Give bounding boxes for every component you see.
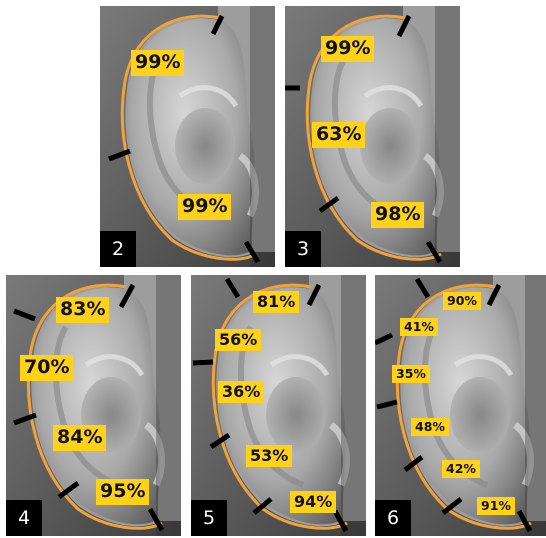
percentage-label: 91% bbox=[477, 497, 515, 516]
segment-cut-mark bbox=[403, 455, 424, 472]
segment-cut-mark bbox=[210, 14, 225, 36]
ear-photo bbox=[285, 6, 460, 267]
panel-number: 6 bbox=[375, 500, 411, 536]
percentage-label: 42% bbox=[442, 460, 480, 479]
segment-cut-mark bbox=[57, 480, 80, 500]
ear-outline bbox=[211, 283, 348, 530]
segment-cut-mark bbox=[306, 283, 322, 307]
percentage-label: 98% bbox=[371, 202, 425, 228]
panel-number: 4 bbox=[6, 500, 42, 536]
panel-number: 3 bbox=[285, 231, 321, 267]
percentage-label: 35% bbox=[392, 365, 430, 384]
percentage-label: 99% bbox=[131, 50, 185, 76]
segment-cut-mark bbox=[375, 332, 394, 346]
panel-number: 5 bbox=[191, 500, 227, 536]
ear-panel-4: 83% 70% 84% 95% 4 bbox=[6, 275, 181, 536]
segment-cut-mark bbox=[376, 399, 398, 410]
ear-panel-5: 81% 56% 36% 53% 94% 5 bbox=[191, 275, 366, 536]
segment-cut-mark bbox=[516, 509, 533, 533]
panel-number: 2 bbox=[100, 231, 136, 267]
percentage-label: 56% bbox=[215, 329, 262, 352]
percentage-label: 99% bbox=[178, 194, 232, 220]
segment-cut-mark bbox=[414, 277, 431, 299]
segment-cut-mark bbox=[118, 283, 136, 309]
percentage-label: 90% bbox=[443, 292, 481, 311]
segment-cut-mark bbox=[486, 283, 502, 307]
percentage-label: 99% bbox=[321, 36, 375, 62]
segment-cut-mark bbox=[396, 14, 412, 38]
percentage-label: 81% bbox=[253, 291, 300, 314]
segment-cut-mark bbox=[108, 148, 131, 162]
ear-outline bbox=[305, 14, 442, 261]
segment-cut-mark bbox=[192, 359, 214, 366]
ear-photo bbox=[6, 275, 181, 536]
segment-cut-mark bbox=[425, 240, 443, 264]
percentage-label: 84% bbox=[53, 425, 107, 451]
ear-outline bbox=[26, 283, 163, 530]
ear-photo bbox=[100, 6, 275, 267]
percentage-label: 63% bbox=[312, 122, 366, 148]
percentage-label: 41% bbox=[400, 318, 438, 337]
segment-cut-mark bbox=[13, 308, 36, 322]
segment-cut-mark bbox=[209, 432, 231, 450]
ear-panel-2: 99% 99% 2 bbox=[100, 6, 275, 267]
ear-panel-3: 99% 63% 98% 3 bbox=[285, 6, 460, 267]
segment-cut-mark bbox=[441, 497, 463, 515]
ear-photo bbox=[375, 275, 546, 536]
percentage-label: 95% bbox=[96, 479, 150, 505]
segment-cut-mark bbox=[332, 509, 349, 533]
percentage-label: 53% bbox=[246, 445, 293, 468]
segment-cut-mark bbox=[243, 240, 261, 264]
percentage-label: 70% bbox=[20, 355, 74, 381]
percentage-label: 48% bbox=[411, 418, 449, 437]
ear-outline bbox=[395, 283, 532, 530]
segment-cut-mark bbox=[318, 195, 340, 214]
percentage-label: 94% bbox=[290, 491, 337, 514]
segment-cut-mark bbox=[224, 277, 241, 299]
percentage-label: 83% bbox=[56, 297, 110, 323]
segment-cut-mark bbox=[147, 507, 165, 532]
segment-cut-mark bbox=[252, 497, 273, 515]
segment-cut-mark bbox=[13, 412, 37, 426]
ear-photo bbox=[191, 275, 366, 536]
percentage-label: 36% bbox=[218, 381, 265, 404]
ear-panel-6: 90% 41% 35% 48% 42% 91% 6 bbox=[375, 275, 546, 536]
